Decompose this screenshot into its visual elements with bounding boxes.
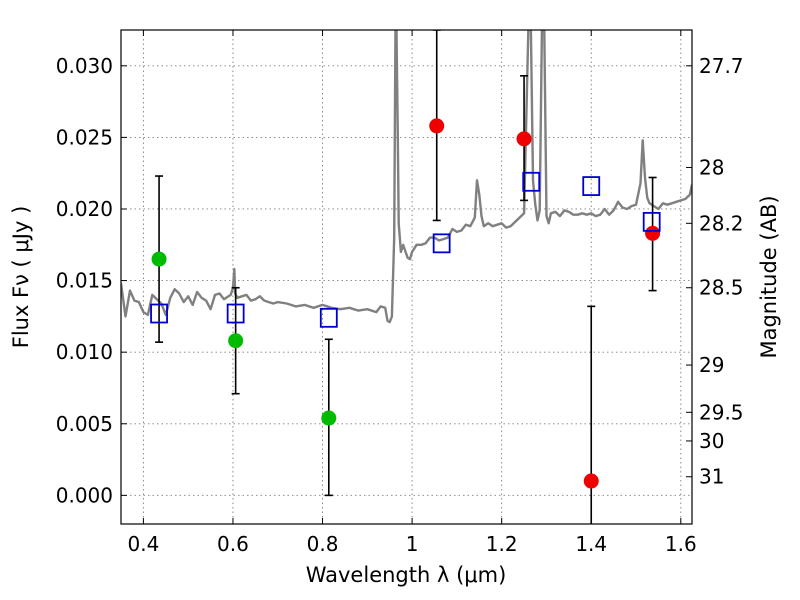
y2-tick-label: 29 <box>699 353 724 377</box>
y-tick-label: 0.030 <box>56 54 113 78</box>
data-point-marker <box>516 131 532 147</box>
x-tick-label: 1.4 <box>575 532 607 556</box>
model-square-marker <box>642 211 661 232</box>
spectrum-layer <box>121 30 692 324</box>
x-tick-label: 0.4 <box>127 532 159 556</box>
y2-tick-label: 28.2 <box>699 211 744 235</box>
x-tick-label: 0.6 <box>217 532 249 556</box>
model-square-marker <box>150 303 168 324</box>
y2-tick-label: 27.7 <box>699 54 744 78</box>
y-tick-label: 0.025 <box>56 125 113 149</box>
model-square-marker <box>319 307 338 328</box>
y-tick-label: 0.015 <box>56 269 113 293</box>
data-point-marker <box>429 118 445 134</box>
x-tick-label: 0.8 <box>307 532 339 556</box>
y2-tick-label: 28.5 <box>699 276 744 300</box>
spectrum-line <box>121 30 692 324</box>
plot-frame <box>120 29 693 525</box>
x-tick-label: 1.2 <box>486 532 518 556</box>
y2-tick-label: 30 <box>699 429 724 453</box>
model-square-marker <box>582 176 601 196</box>
data-point-marker <box>645 225 661 241</box>
y-axis-title: Flux Fν ( μJy ) <box>9 206 33 349</box>
grid <box>121 30 692 524</box>
data-point-marker <box>583 473 599 489</box>
tick-layer: 0.4 0.6 0.8 1 1.2 1.4 1.6 0.000 0.005 0.010 0.015 0… <box>56 30 744 556</box>
x-tick-label: 1 <box>406 532 419 556</box>
x-axis-title: Wavelength λ (μm) <box>306 563 507 587</box>
data-point-marker <box>151 251 167 267</box>
y2-tick-label: 28 <box>699 155 724 179</box>
model-square-marker <box>226 303 245 324</box>
data-point-marker <box>321 410 337 426</box>
y-tick-label: 0.010 <box>56 340 113 364</box>
y2-tick-label: 31 <box>699 465 724 489</box>
y-tick-label: 0.020 <box>56 197 113 221</box>
data-point-marker <box>228 333 244 349</box>
y2-tick-label: 29.5 <box>699 400 744 424</box>
model-square-marker <box>432 233 451 254</box>
x-tick-label: 1.6 <box>665 532 697 556</box>
y-tick-label: 0.000 <box>56 483 113 507</box>
marker-layer <box>150 118 661 489</box>
y2-axis-title: Magnitude (AB) <box>757 195 781 358</box>
model-square-marker <box>522 171 541 192</box>
y-tick-label: 0.005 <box>56 412 113 436</box>
